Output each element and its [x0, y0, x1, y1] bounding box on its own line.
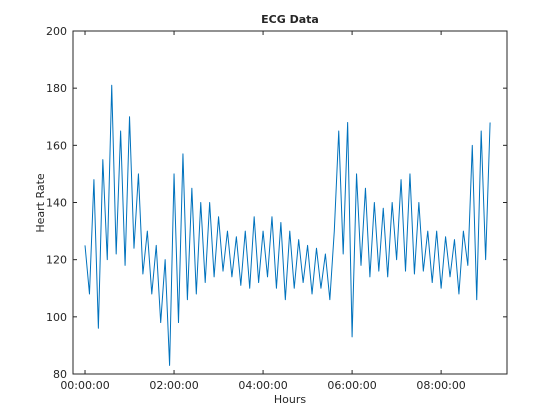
y-tick-label: 200 [46, 25, 67, 38]
y-tick-label: 120 [46, 254, 67, 267]
x-tick-label: 00:00:00 [60, 379, 109, 392]
chart-title: ECG Data [261, 13, 319, 26]
x-axis-label: Hours [274, 393, 306, 406]
y-axis-label: Heart Rate [34, 173, 47, 233]
x-tick-label: 08:00:00 [416, 379, 465, 392]
x-tick-label: 04:00:00 [238, 379, 287, 392]
y-tick-label: 180 [46, 82, 67, 95]
y-tick-label: 100 [46, 311, 67, 324]
y-tick-label: 80 [53, 368, 67, 381]
y-tick-label: 140 [46, 197, 67, 210]
plot-box [72, 30, 508, 375]
x-tick-label: 02:00:00 [149, 379, 198, 392]
y-tick-label: 160 [46, 139, 67, 152]
x-tick-label: 06:00:00 [327, 379, 376, 392]
data-line [84, 84, 491, 366]
